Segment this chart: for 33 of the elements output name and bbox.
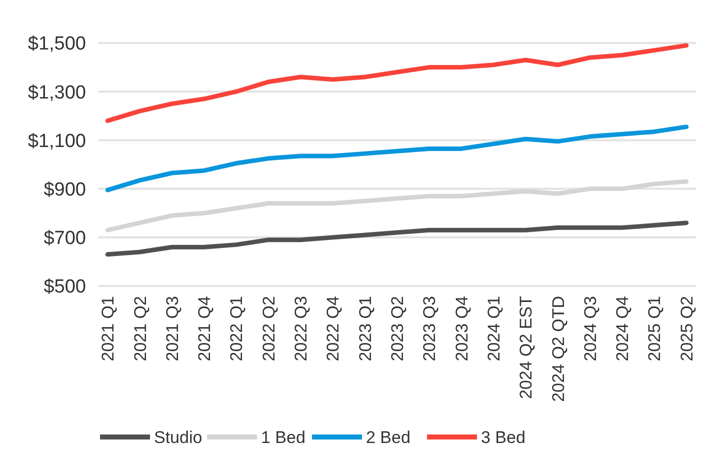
x-tick-label: 2024 Q1: [484, 296, 504, 362]
x-tick-label: 2025 Q2: [677, 296, 696, 362]
x-tick-label: 2022 Q3: [292, 296, 311, 362]
x-tick-label: 2022 Q2: [259, 296, 278, 362]
x-tick-label: 2022 Q1: [227, 296, 246, 362]
x-tick-label: 2023 Q2: [388, 296, 407, 362]
legend-label: 3 Bed: [481, 428, 526, 447]
x-tick-label: 2023 Q1: [356, 296, 375, 362]
legend-label: Studio: [154, 428, 202, 447]
line-series: [105, 124, 689, 192]
y-tick-label: $1,500: [28, 34, 86, 55]
y-tick-label: $1,300: [28, 82, 86, 104]
x-tick-label: 2025 Q1: [645, 296, 664, 362]
x-tick-label: 2024 Q2 EST: [516, 296, 536, 400]
y-tick-label: $500: [44, 276, 86, 298]
x-tick-label: 2024 Q3: [580, 296, 600, 362]
x-tick-label: 2024 Q4: [613, 296, 632, 362]
x-tick-label: 2021 Q1: [98, 296, 118, 362]
legend-label: 1 Bed: [261, 428, 306, 447]
legend-label: 2 Bed: [366, 428, 410, 447]
x-tick-label: 2021 Q3: [162, 296, 182, 362]
x-tick-label: 2024 Q2 QTD: [548, 296, 568, 402]
x-tick-label: 2022 Q4: [324, 296, 343, 362]
x-tick-label: 2023 Q4: [452, 296, 472, 362]
line-series: [105, 43, 689, 124]
line-series: [105, 220, 689, 257]
y-tick-label: $1,100: [28, 130, 86, 152]
x-tick-label: 2021 Q4: [195, 296, 214, 362]
x-tick-label: 2021 Q2: [130, 296, 150, 362]
y-tick-label: $900: [44, 179, 86, 200]
y-tick-label: $700: [44, 228, 86, 250]
line-series: [105, 179, 689, 232]
x-tick-label: 2023 Q3: [420, 296, 440, 362]
